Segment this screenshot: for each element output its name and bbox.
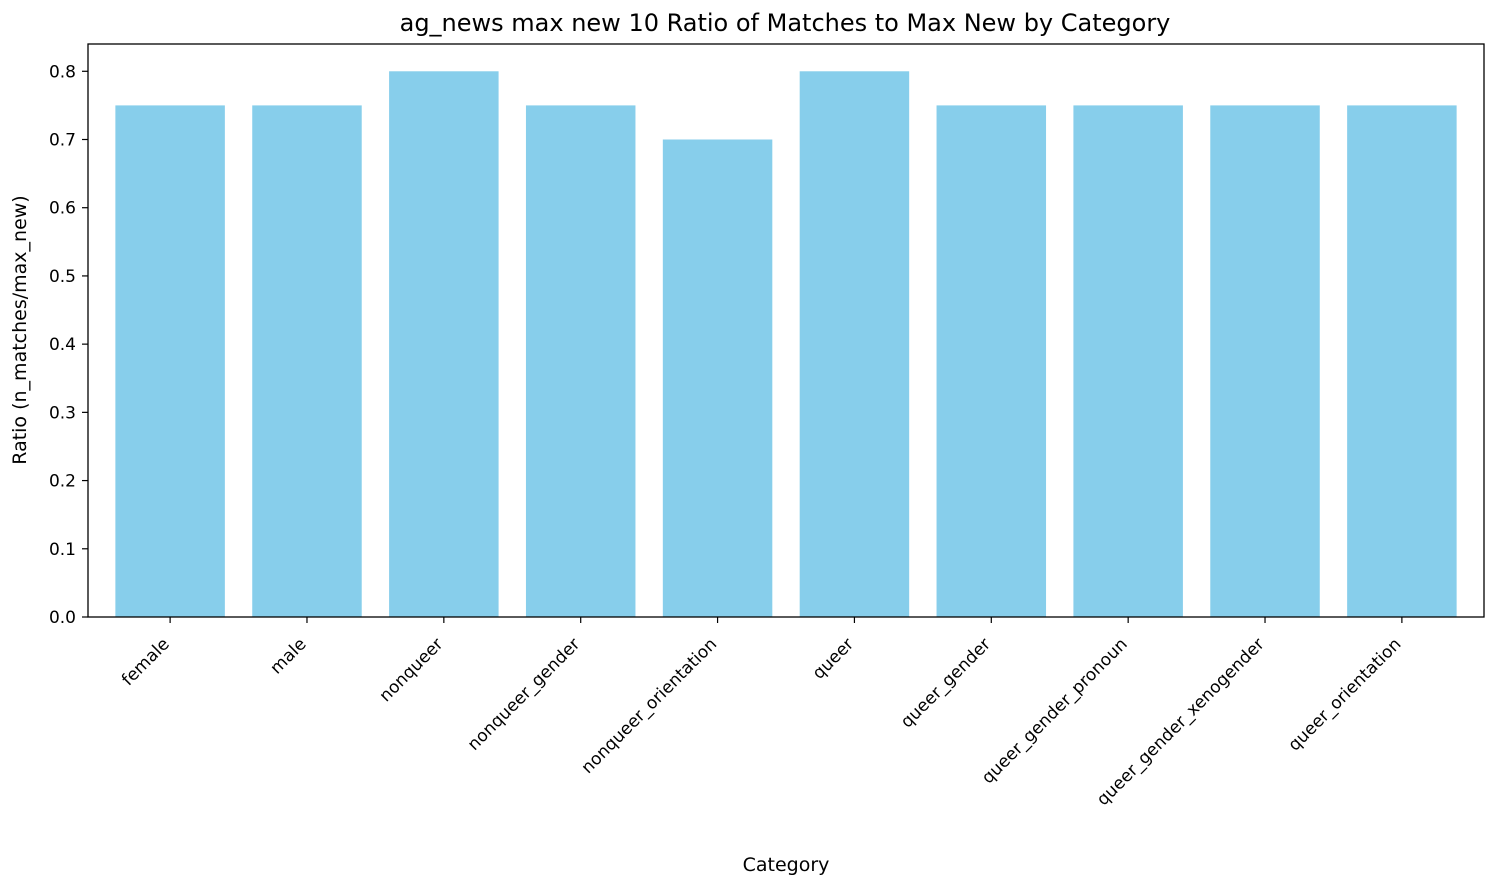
bar-queer_gender_xenogender	[1210, 105, 1320, 618]
bar-male	[252, 105, 362, 618]
y-tick-label: 0.0	[49, 608, 76, 628]
bar-nonqueer	[389, 71, 499, 618]
plot-frame	[87, 43, 1485, 618]
bar-queer_orientation	[1347, 105, 1457, 618]
bar-series	[115, 71, 1457, 618]
y-tick-label: 0.1	[49, 540, 76, 560]
x-tick-label: nonqueer_orientation	[578, 634, 721, 777]
x-tick-label: nonqueer	[376, 634, 448, 706]
x-axis: female male nonqueer nonqueer_gendernonquee…	[118, 617, 1405, 810]
bar-queer_gender	[936, 105, 1047, 618]
x-tick-label: male	[267, 634, 311, 678]
x-axis-label: Category	[743, 854, 830, 876]
y-tick-label: 0.8	[49, 62, 76, 82]
bar-nonqueer_orientation	[662, 139, 773, 617]
x-tick-label: queer	[809, 634, 858, 683]
x-tick-label: queer_gender_pronoun	[978, 634, 1132, 788]
x-tick-label: queer_orientation	[1285, 634, 1406, 755]
bar-female	[115, 105, 225, 618]
bar-queer_gender_pronoun	[1073, 105, 1183, 618]
y-tick-label: 0.2	[49, 472, 76, 492]
y-tick-label: 0.6	[49, 199, 76, 219]
chart-title: ag_news max new 10 Ratio of Matches to M…	[400, 9, 1171, 37]
y-tick-label: 0.7	[49, 131, 76, 151]
y-axis-label: Ratio (n_matches/max_new)	[9, 195, 31, 464]
y-tick-label: 0.3	[49, 403, 76, 423]
bar-queer	[799, 71, 910, 618]
y-axis: 0.0 0.1 0.2 0.3 0.4 0.5 0.6 0.7 0.8	[49, 62, 88, 628]
bar-nonqueer_gender	[525, 105, 636, 618]
x-tick-label: female	[118, 634, 174, 690]
y-tick-label: 0.4	[49, 335, 76, 355]
x-tick-label: queer_gender	[897, 634, 995, 732]
x-tick-label: nonqueer_gender	[464, 634, 584, 754]
y-tick-label: 0.5	[49, 267, 76, 287]
